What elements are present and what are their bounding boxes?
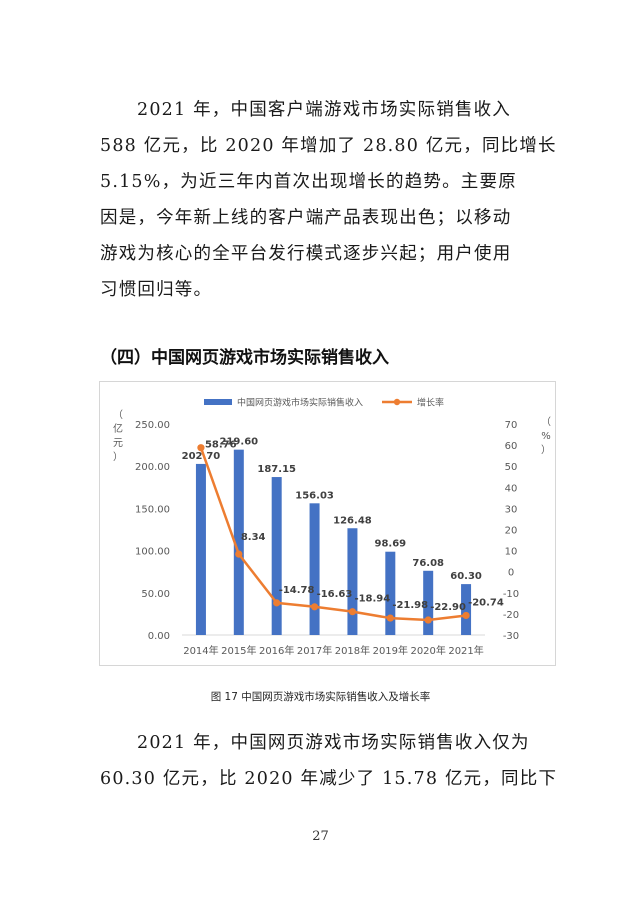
y-left-axis-title-char: ） bbox=[113, 451, 123, 463]
paragraph-line: 因是，今年新上线的客户端产品表现出色；以移动 bbox=[100, 208, 512, 228]
y-right-tick-label: 10 bbox=[505, 547, 518, 558]
revenue-bar-label: 202.70 bbox=[182, 451, 221, 462]
growth-rate-label: 8.34 bbox=[241, 532, 266, 543]
revenue-bar bbox=[195, 463, 206, 635]
legend-bar-label: 中国网页游戏市场实际销售收入 bbox=[237, 397, 363, 409]
y-left-tick-label: 150.00 bbox=[135, 504, 170, 515]
paragraph-line: 2021 年，中国客户端游戏市场实际销售收入 bbox=[137, 100, 511, 120]
y-left-axis-title-char: （ bbox=[113, 409, 123, 421]
y-left-axis-title-char: 亿 bbox=[113, 422, 123, 435]
chart-frame: 中国网页游戏市场实际销售收入 增长率 0.00 50.00 100.00 150.00 20… bbox=[99, 381, 556, 666]
y-right-tick-label: 60 bbox=[505, 441, 518, 452]
revenue-bar bbox=[233, 449, 244, 635]
growth-rate-marker bbox=[386, 614, 394, 622]
x-category-label: 2014年 bbox=[183, 644, 218, 657]
revenue-bar-label: 219.60 bbox=[220, 437, 259, 448]
section-heading: （四）中国网页游戏市场实际销售收入 bbox=[100, 348, 389, 368]
y-right-tick-label: -30 bbox=[503, 631, 519, 642]
revenue-bar bbox=[385, 551, 396, 635]
legend-line-marker bbox=[393, 398, 401, 406]
growth-rate-marker bbox=[462, 611, 470, 620]
y-right-tick-label: -10 bbox=[503, 589, 519, 600]
y-left-tick-label: 0.00 bbox=[148, 631, 170, 642]
paragraph-line: 5.15%，为近三年内首次出现增长的趋势。主要原 bbox=[100, 172, 517, 192]
revenue-bar-label: 187.15 bbox=[257, 464, 296, 475]
growth-rate-marker bbox=[348, 608, 357, 616]
x-category-label: 2016年 bbox=[259, 644, 294, 657]
growth-rate-marker bbox=[235, 550, 243, 558]
figure-caption: 图 17 中国网页游戏市场实际销售收入及增长率 bbox=[210, 691, 431, 703]
revenue-bar-label: 76.08 bbox=[412, 558, 444, 569]
y-right-tick-label: 30 bbox=[505, 504, 518, 515]
revenue-bar-label: 98.69 bbox=[374, 539, 406, 550]
revenue-bar-label: 60.30 bbox=[450, 571, 482, 582]
y-right-tick-label: 50 bbox=[505, 462, 518, 473]
x-category-label: 2020年 bbox=[410, 644, 445, 657]
legend-bar-swatch bbox=[204, 399, 232, 405]
revenue-bar bbox=[271, 477, 282, 635]
y-left-tick-label: 50.00 bbox=[141, 589, 170, 600]
growth-rate-label: -22.90 bbox=[430, 602, 466, 613]
paragraph-line: 60.30 亿元，比 2020 年减少了 15.78 亿元，同比下 bbox=[100, 769, 558, 789]
growth-rate-label: -16.63 bbox=[317, 589, 353, 600]
y-left-axis-title-char: 元 bbox=[113, 438, 123, 449]
y-right-axis-title-char: （ bbox=[541, 416, 551, 428]
growth-rate-label: -21.98 bbox=[392, 600, 428, 611]
growth-rate-label: 58.76 bbox=[205, 440, 237, 451]
page-number: 27 bbox=[312, 829, 329, 844]
x-category-label: 2018年 bbox=[335, 644, 370, 657]
x-category-label: 2015年 bbox=[221, 644, 256, 657]
x-category-label: 2021年 bbox=[448, 644, 483, 657]
x-category-label: 2019年 bbox=[373, 644, 408, 657]
paragraph-line: 588 亿元，比 2020 年增加了 28.80 亿元，同比增长 bbox=[100, 136, 557, 156]
y-right-tick-label: 20 bbox=[505, 526, 518, 537]
intro-paragraph: 2021 年，中国客户端游戏市场实际销售收入 588 亿元，比 2020 年增加… bbox=[100, 92, 557, 308]
y-right-tick-label: -20 bbox=[503, 610, 519, 621]
revenue-bar bbox=[461, 584, 472, 635]
paragraph-line: 游戏为核心的全平台发行模式逐步兴起；用户使用 bbox=[100, 244, 512, 264]
legend-line-label: 增长率 bbox=[417, 397, 444, 409]
revenue-bar bbox=[423, 570, 434, 635]
y-right-tick-label: 40 bbox=[505, 483, 518, 494]
combo-chart: 中国网页游戏市场实际销售收入 增长率 0.00 50.00 100.00 150.00 20… bbox=[113, 397, 551, 658]
x-category-label: 2017年 bbox=[297, 644, 332, 657]
y-right-axis-title-char: ） bbox=[541, 444, 551, 456]
growth-rate-marker bbox=[197, 444, 205, 452]
growth-rate-marker bbox=[310, 603, 319, 611]
y-right-tick-label: 0 bbox=[508, 568, 514, 579]
y-left-tick-label: 200.00 bbox=[135, 462, 170, 473]
paragraph-line: 2021 年，中国网页游戏市场实际销售收入仅为 bbox=[137, 733, 530, 753]
growth-rate-label: -20.74 bbox=[468, 597, 504, 608]
revenue-bar-label: 156.03 bbox=[295, 490, 334, 501]
growth-rate-label: -18.94 bbox=[354, 594, 390, 605]
growth-rate-line bbox=[199, 447, 467, 622]
y-left-tick-label: 100.00 bbox=[135, 547, 170, 558]
y-right-tick-label: 70 bbox=[505, 420, 518, 431]
growth-rate-marker bbox=[424, 616, 432, 624]
revenue-bar bbox=[309, 503, 320, 635]
y-left-tick-label: 250.00 bbox=[135, 420, 170, 431]
revenue-bar bbox=[347, 528, 358, 635]
revenue-bar-label: 126.48 bbox=[333, 515, 372, 526]
y-right-axis-title-char: % bbox=[541, 431, 551, 442]
growth-rate-label: -14.78 bbox=[279, 585, 315, 596]
growth-rate-marker bbox=[273, 599, 281, 607]
analysis-paragraph: 2021 年，中国网页游戏市场实际销售收入仅为 60.30 亿元，比 2020 … bbox=[100, 725, 558, 797]
paragraph-line: 习惯回归等。 bbox=[100, 280, 213, 300]
